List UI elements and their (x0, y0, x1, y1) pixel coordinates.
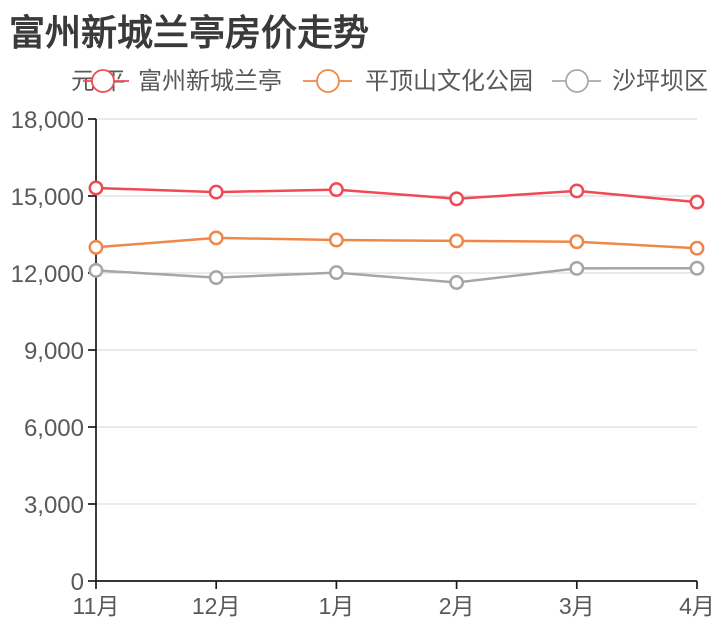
svg-text:12,000: 12,000 (11, 261, 84, 288)
svg-text:3,000: 3,000 (24, 492, 84, 519)
svg-text:15,000: 15,000 (11, 184, 84, 211)
svg-text:2月: 2月 (439, 593, 475, 619)
svg-text:9,000: 9,000 (24, 338, 84, 365)
svg-text:1月: 1月 (319, 593, 355, 619)
svg-text:12月: 12月 (192, 593, 241, 619)
svg-text:4月: 4月 (679, 593, 715, 619)
svg-text:18,000: 18,000 (11, 107, 84, 134)
svg-text:沙坪坝区: 沙坪坝区 (612, 68, 708, 95)
svg-text:0: 0 (71, 569, 84, 596)
svg-text:6,000: 6,000 (24, 415, 84, 442)
svg-text:3月: 3月 (559, 593, 595, 619)
svg-text:富州新城兰亭: 富州新城兰亭 (138, 68, 282, 95)
svg-text:11月: 11月 (73, 593, 120, 619)
svg-text:平顶山文化公园: 平顶山文化公园 (365, 68, 533, 95)
